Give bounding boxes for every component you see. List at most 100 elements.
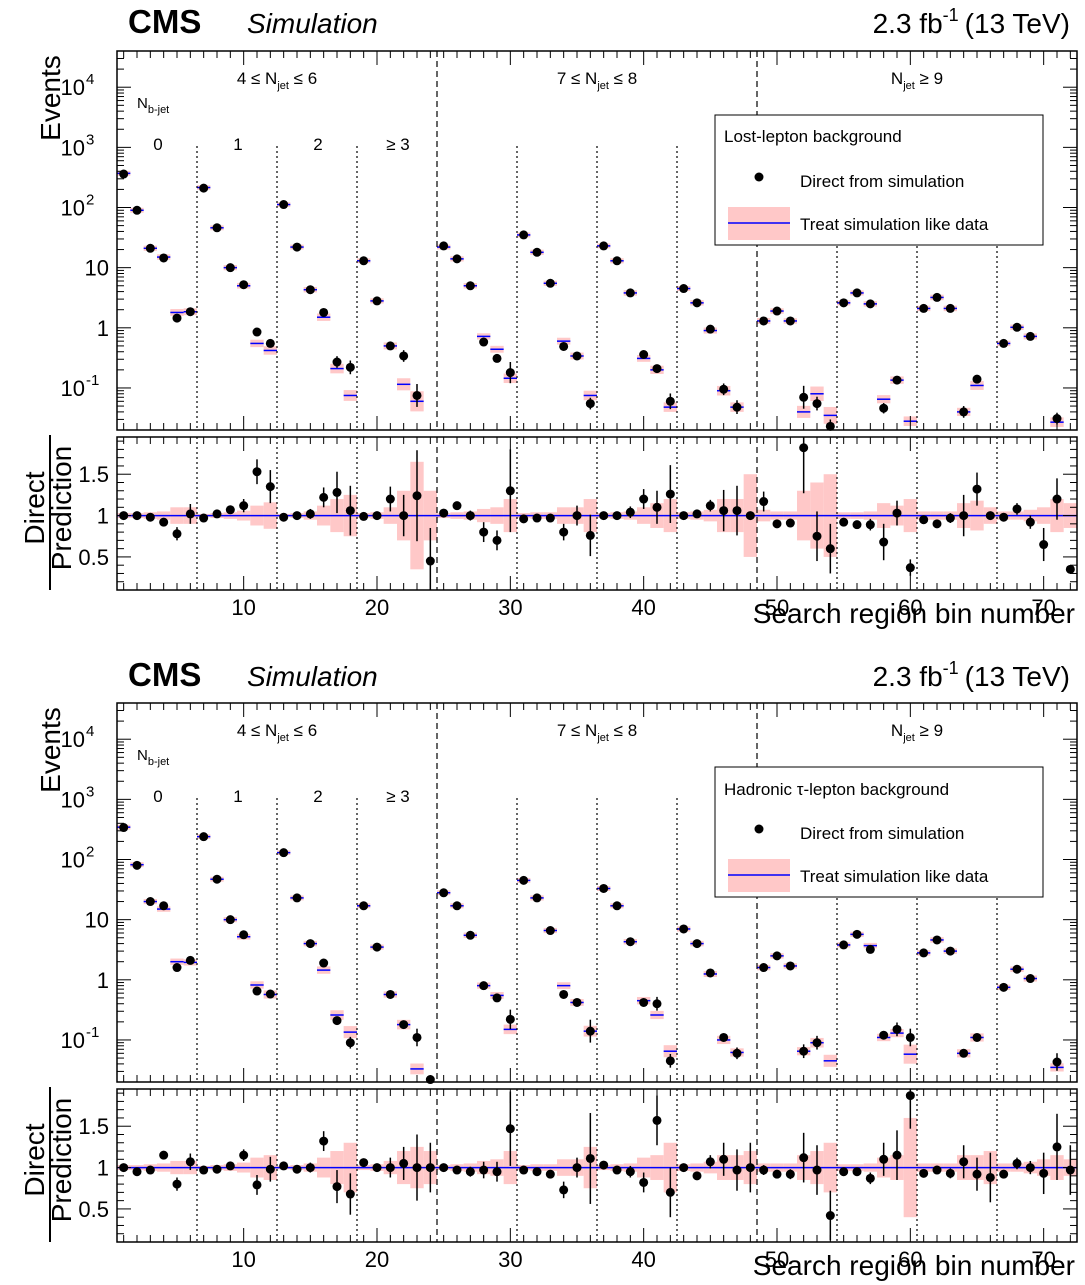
ratio-marker	[332, 1182, 342, 1192]
ratio-marker	[639, 494, 649, 504]
ratio-tick-label: 1	[97, 1156, 109, 1181]
direct-marker	[145, 243, 155, 253]
direct-marker	[519, 875, 529, 885]
direct-marker	[345, 1038, 355, 1048]
direct-marker	[1025, 331, 1035, 341]
direct-marker	[665, 1056, 675, 1066]
ratio-marker	[879, 537, 889, 547]
direct-marker	[719, 1032, 729, 1042]
direct-marker	[372, 296, 382, 306]
ratio-marker	[1025, 517, 1035, 527]
direct-marker	[1012, 322, 1022, 332]
direct-marker	[185, 307, 195, 317]
nbjet-value-label: 2	[313, 787, 322, 806]
ratio-tick-label: 1	[97, 504, 109, 529]
ratio-marker	[999, 512, 1009, 522]
y-tick-label-exponent: 4	[86, 723, 94, 740]
ratio-marker	[505, 1124, 515, 1134]
direct-marker	[865, 944, 875, 954]
ratio-marker	[479, 527, 489, 537]
ratio-marker	[652, 502, 662, 512]
direct-marker	[679, 924, 689, 934]
direct-marker	[452, 254, 462, 264]
ratio-marker	[399, 1158, 409, 1168]
ratio-marker	[265, 1164, 275, 1174]
direct-marker	[1025, 974, 1035, 984]
direct-marker	[265, 989, 275, 999]
legend-title: Lost-lepton background	[724, 127, 902, 146]
ratio-tick-label: 0.5	[78, 1197, 109, 1222]
ratio-marker	[305, 509, 315, 519]
ratio-marker	[745, 1163, 755, 1173]
direct-marker	[785, 316, 795, 326]
y-tick-label: 10	[61, 727, 85, 752]
ratio-marker	[545, 513, 555, 523]
ratio-frame	[116, 1088, 1078, 1243]
ratio-marker	[945, 513, 955, 523]
nbjet-value-label: 0	[153, 787, 162, 806]
ratio-marker	[732, 1165, 742, 1175]
ratio-marker	[1025, 1163, 1035, 1173]
ratio-marker	[652, 1115, 662, 1125]
ratio-marker	[465, 511, 475, 521]
ratio-marker	[532, 1167, 542, 1177]
direct-marker	[585, 1026, 595, 1036]
ratio-marker	[825, 544, 835, 554]
ratio-marker	[132, 511, 142, 521]
x-tick-label: 50	[765, 1247, 789, 1272]
region-labels: 4 ≤ Njet ≤ 6 7 ≤ Njet ≤ 8 Njet ≥ 9 Nb-jet 0 1…	[137, 721, 943, 806]
ratio-marker	[185, 1157, 195, 1167]
nbjet-label: Nb-jet	[137, 747, 169, 768]
ratio-label-numerator: Direct	[19, 1123, 50, 1196]
ratio-marker	[252, 467, 262, 477]
direct-marker	[439, 241, 449, 251]
direct-marker	[799, 1046, 809, 1056]
ratio-marker	[692, 1171, 702, 1181]
direct-marker	[439, 888, 449, 898]
ratio-marker	[825, 1211, 835, 1221]
x-tick-label: 70	[1031, 595, 1055, 620]
direct-marker	[839, 940, 849, 950]
direct-marker	[465, 281, 475, 291]
ratio-marker	[332, 487, 342, 497]
direct-marker	[905, 1032, 915, 1042]
ratio-marker	[425, 556, 435, 566]
ratio-tick-label: 1.5	[78, 1114, 109, 1139]
direct-marker	[572, 351, 582, 361]
direct-marker	[759, 316, 769, 326]
ratio-marker	[892, 1150, 902, 1160]
ratio-marker	[772, 1169, 782, 1179]
ratio-marker	[799, 443, 809, 453]
direct-marker	[999, 338, 1009, 348]
direct-marker	[279, 200, 289, 210]
y-tick-label: 10	[61, 135, 85, 160]
x-axis-label: Search region bin number	[753, 1250, 1075, 1281]
ratio-marker	[1065, 564, 1075, 574]
ratio-marker	[972, 484, 982, 494]
njet-region-label: 7 ≤ Njet ≤ 8	[557, 721, 637, 744]
x-tick-label: 40	[631, 595, 655, 620]
ratio-marker	[372, 1163, 382, 1173]
direct-marker	[292, 242, 302, 252]
legend-markers-label: Direct from simulation	[800, 824, 964, 843]
legend-title: Hadronic τ-lepton background	[724, 780, 949, 799]
ratio-marker	[839, 517, 849, 527]
ratio-marker	[239, 501, 249, 511]
simulation-label: Simulation	[247, 661, 378, 692]
x-tick-label: 30	[498, 595, 522, 620]
ratio-marker	[545, 1169, 555, 1179]
ratio-marker	[239, 1150, 249, 1160]
direct-marker	[239, 930, 249, 940]
ratio-frame	[116, 436, 1078, 591]
ratio-tick-label: 1.5	[78, 462, 109, 487]
ratio-marker	[292, 511, 302, 521]
ratio-marker	[519, 1165, 529, 1175]
ratio-marker	[985, 1172, 995, 1182]
direct-marker	[292, 893, 302, 903]
ratio-marker	[505, 486, 515, 496]
ratio-marker	[985, 511, 995, 521]
ratio-marker	[999, 1169, 1009, 1179]
direct-marker	[479, 981, 489, 991]
ratio-marker	[492, 535, 502, 545]
